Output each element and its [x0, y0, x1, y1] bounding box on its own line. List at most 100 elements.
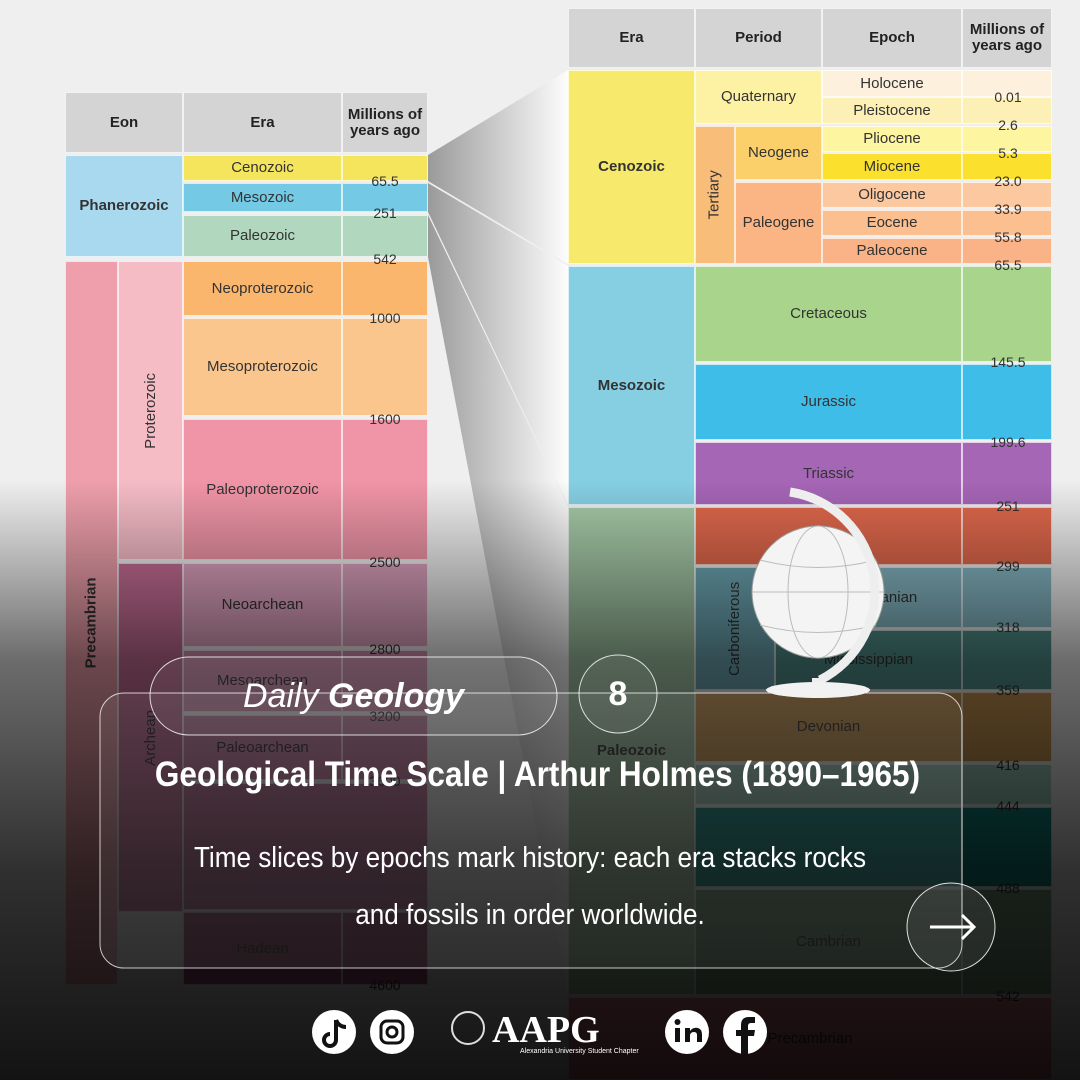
age-cell — [962, 70, 1052, 97]
age-label: 33.9 — [994, 201, 1022, 217]
header-cell: Millions of years ago — [962, 8, 1052, 68]
age-cell — [962, 238, 1052, 264]
cell-text: Oligocene — [858, 186, 926, 204]
arrow-icon — [930, 913, 977, 941]
era-cell: Cenozoic — [183, 155, 342, 181]
social-icons[interactable] — [312, 1010, 767, 1054]
age-label: 145.5 — [990, 354, 1026, 370]
age-cell — [342, 261, 428, 316]
cell-text: Quaternary — [720, 88, 797, 106]
epoch-cell: Holocene — [822, 70, 962, 97]
header-cell: Period — [695, 8, 822, 68]
funnel-shade — [428, 70, 568, 264]
age-cell — [342, 318, 428, 416]
age-cell — [962, 153, 1052, 180]
cell-text: Mesozoic — [597, 376, 666, 394]
series-highlight: Geology — [328, 676, 465, 715]
eon-cell: Phanerozoic — [65, 155, 183, 257]
post-title: Geological Time Scale | Arthur Holmes (1… — [154, 755, 921, 794]
age-cell — [962, 97, 1052, 124]
cell-text: Holocene — [860, 74, 924, 92]
period-cell: Neogene — [735, 126, 822, 180]
epoch-cell: Paleocene — [822, 238, 962, 264]
cell-text: Era — [619, 29, 644, 47]
era-cell: Mesoproterozoic — [183, 318, 342, 416]
cell-text: Neoproterozoic — [211, 279, 314, 297]
header-cell: Epoch — [822, 8, 962, 68]
cell-text: Neogene — [748, 144, 809, 162]
age-cell — [962, 210, 1052, 236]
age-cell — [342, 183, 428, 212]
cell-text: Eocene — [866, 214, 918, 232]
age-label: 23.0 — [994, 173, 1022, 189]
period-cell: Cretaceous — [695, 266, 962, 362]
cell-text: Jurassic — [800, 393, 856, 411]
cell-text: Cenozoic — [598, 158, 665, 176]
header-cell: Eon — [65, 92, 183, 153]
cell-text: Pliocene — [863, 130, 921, 148]
cell-text: Paleocene — [856, 242, 928, 260]
cell-text: Miocene — [863, 157, 921, 175]
funnel-shade — [428, 183, 568, 505]
age-label: 1600 — [369, 411, 401, 427]
cell-text: Paleozoic — [229, 227, 296, 245]
logo-text: AAPG — [492, 1009, 600, 1051]
cell-text: Paleogene — [742, 214, 815, 232]
period-cell: Quaternary — [695, 70, 822, 124]
cell-text: Millions of years ago — [969, 21, 1045, 54]
era-cell: Mesozoic — [568, 266, 695, 505]
age-label: 1000 — [369, 310, 401, 326]
cell-text: Era — [250, 113, 275, 131]
header-cell: Era — [568, 8, 695, 68]
aapg-seal — [451, 1011, 485, 1045]
age-label: 65.5 — [994, 257, 1022, 273]
cell-text: Epoch — [869, 29, 915, 47]
epoch-cell: Eocene — [822, 210, 962, 236]
period-cell: Jurassic — [695, 364, 962, 440]
era-cell: Neoproterozoic — [183, 261, 342, 316]
cell-text: Eon — [109, 113, 139, 131]
card — [99, 692, 963, 969]
era-cell: Mesozoic — [183, 183, 342, 212]
age-label: 2.6 — [998, 117, 1018, 133]
age-label: 55.8 — [994, 229, 1022, 245]
period-cell: Tertiary — [695, 126, 735, 264]
epoch-cell: Oligocene — [822, 182, 962, 208]
number-badge — [578, 654, 658, 734]
post-number: 8 — [608, 674, 628, 713]
age-label: 251 — [373, 205, 397, 221]
period-cell: Paleogene — [735, 182, 822, 264]
series: Daily — [242, 676, 319, 715]
logo-subtitle: Alexandria University Student Chapter — [520, 1048, 639, 1055]
age-label: 65.5 — [371, 173, 399, 189]
age-label: 199.6 — [990, 434, 1026, 450]
dark-overlay — [0, 480, 1080, 1080]
globe-icon — [751, 487, 885, 698]
cell-text: Cenozoic — [231, 159, 294, 177]
age-label: 542 — [373, 251, 397, 267]
header-cell: Era — [183, 92, 342, 153]
epoch-cell: Pliocene — [822, 126, 962, 152]
series-label: Daily Geology — [150, 657, 557, 735]
cell-text: Mesozoic — [230, 188, 295, 206]
series-pill — [149, 656, 558, 736]
age-cell — [342, 155, 428, 181]
epoch-cell: Miocene — [822, 153, 962, 180]
cell-text: Triassic — [802, 464, 855, 482]
instagram-icon[interactable] — [370, 1010, 414, 1054]
age-cell — [962, 364, 1052, 440]
header-cell: Millions of years ago — [342, 92, 428, 153]
cell-text: Period — [735, 29, 782, 47]
post-description: Time slices by epochs mark history: each… — [193, 842, 867, 931]
cell-text: Pleistocene — [853, 101, 931, 119]
era-cell: Cenozoic — [568, 70, 695, 264]
age-cell — [342, 215, 428, 257]
cell-text: Cretaceous — [790, 305, 867, 323]
age-cell — [962, 126, 1052, 152]
era-cell: Paleozoic — [183, 215, 342, 257]
cell-text: Mesoproterozoic — [207, 358, 318, 376]
epoch-cell: Pleistocene — [822, 97, 962, 124]
age-cell — [962, 182, 1052, 208]
